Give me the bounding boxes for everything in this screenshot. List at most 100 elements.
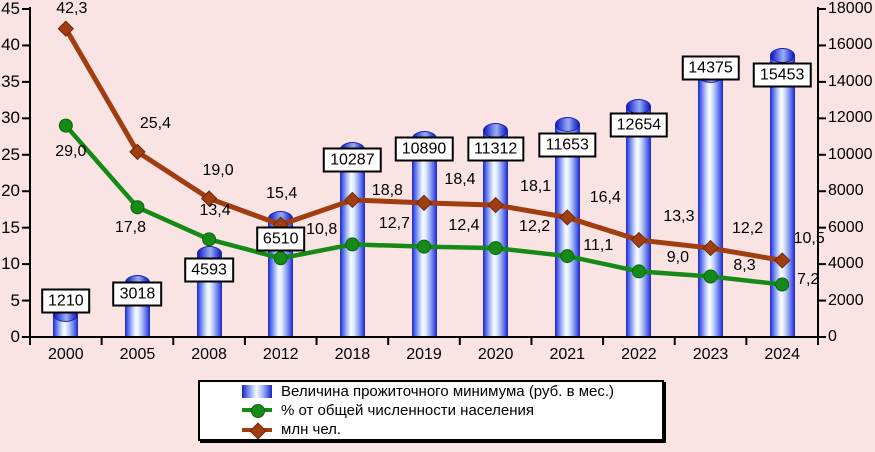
percent-point-label: 9,0 (666, 249, 690, 267)
legend-item-percent-series: % от общей численности населения (242, 401, 662, 419)
bar-value-label: 10287 (323, 147, 382, 173)
line-circle-marker-icon (242, 402, 272, 419)
line-diamond-marker-icon (242, 422, 272, 440)
bar-value-label: 15453 (752, 62, 812, 88)
right-axis-tick-label: 18000 (828, 0, 873, 17)
axes (22, 7, 826, 345)
legend-item-bar-series: Величина прожиточного минимума (руб. в м… (242, 382, 662, 400)
left-axis-tick-label: 40 (1, 35, 20, 55)
diamond-marker (57, 20, 75, 37)
diamond-marker (200, 190, 218, 207)
circle-marker (560, 249, 575, 264)
x-axis-category-label: 2018 (334, 346, 371, 363)
percent-point-label: 7,2 (797, 270, 820, 288)
percent-point-label: 13,4 (199, 202, 231, 220)
left-axis-tick-label: 10 (1, 254, 20, 274)
right-axis-tick-label: 4000 (828, 255, 864, 273)
percent-point-label: 8,3 (733, 256, 756, 274)
bar (698, 75, 724, 338)
bar-value-label: 14375 (681, 55, 740, 81)
right-axis-tick-label: 8000 (828, 182, 864, 200)
bar-value-label: 1210 (41, 288, 91, 314)
circle-marker (631, 264, 646, 279)
left-axis-tick-label: 5 (10, 290, 20, 310)
x-axis-category-label: 2000 (48, 346, 84, 363)
percent-point-label: 11,1 (583, 237, 614, 255)
x-axis-category-label: 2021 (549, 346, 586, 363)
left-axis-tick-label: 20 (1, 181, 20, 201)
circle-marker (703, 269, 718, 284)
circle-marker (58, 118, 73, 133)
diamond-marker (344, 191, 361, 209)
percent-point-label: 29,0 (55, 142, 87, 160)
bar-value-label: 11312 (466, 136, 525, 162)
bar-series-swatch-icon (242, 384, 272, 398)
circle-marker (130, 200, 145, 215)
million-point-label: 13,3 (663, 208, 695, 226)
million-point-label: 18,4 (444, 170, 476, 188)
bar (483, 130, 509, 338)
legend-item-million-series: млн чел. (242, 421, 662, 440)
million-point-label: 18,8 (371, 181, 403, 199)
diamond-marker (129, 143, 146, 161)
right-axis-tick-label: 14000 (828, 72, 873, 90)
x-axis-category-label: 2024 (764, 346, 800, 363)
bar (411, 138, 437, 338)
million-point-label: 15,4 (266, 184, 298, 202)
bar-cap (554, 117, 580, 133)
bar-value-label: 12654 (609, 112, 669, 138)
percent-point-label: 17,8 (114, 219, 147, 237)
left-axis-tick-label: 35 (1, 71, 20, 91)
x-axis-category-label: 2012 (262, 346, 299, 363)
left-axis-tick-label: 15 (1, 217, 20, 237)
left-axis-tick-label: 30 (1, 108, 20, 128)
percent-point-label: 12,2 (519, 218, 551, 236)
bar-value-label: 4593 (184, 257, 234, 283)
diamond-marker (415, 194, 433, 212)
legend-label-bar-series: Величина прожиточного минимума (руб. в м… (281, 382, 615, 400)
right-axis-tick-label: 12000 (828, 109, 873, 127)
million-line-series (57, 20, 791, 269)
legend-label-million-series: млн чел. (281, 421, 342, 439)
left-axis-tick-label: 25 (1, 144, 20, 164)
diamond-marker (487, 196, 504, 214)
million-point-label: 18,1 (520, 178, 552, 196)
diamond-marker (773, 252, 791, 269)
bar-value-label: 3018 (112, 281, 163, 307)
bar-cap (769, 47, 795, 63)
left-axis-tick-label: 45 (1, 0, 20, 18)
diamond-marker (559, 209, 576, 226)
circle-marker (345, 237, 360, 252)
million-point-label: 10,5 (793, 230, 825, 248)
million-point-label: 42,3 (56, 0, 88, 17)
bar-value-label: 10890 (394, 136, 454, 162)
bar-value-label: 6510 (255, 226, 306, 252)
percent-line-series (58, 118, 790, 292)
x-axis-category-label: 2019 (406, 346, 442, 363)
right-axis-tick-label: 0 (828, 328, 837, 345)
right-axis-tick-label: 2000 (828, 291, 864, 309)
x-axis-category-label: 2022 (621, 346, 657, 363)
million-point-label: 25,4 (139, 114, 172, 132)
x-axis-category-label: 2005 (119, 346, 156, 363)
percent-point-label: 12,7 (378, 215, 410, 233)
diamond-marker (702, 239, 719, 257)
x-axis-category-label: 2020 (477, 346, 514, 363)
percent-point-label: 12,4 (448, 216, 480, 234)
million-point-label: 12,2 (731, 220, 764, 238)
x-axis-category-label: 2023 (692, 346, 729, 363)
left-axis-tick-label: 0 (10, 327, 20, 346)
circle-marker-icon (251, 404, 265, 419)
percent-point-label: 10,8 (306, 221, 338, 239)
million-point-label: 16,4 (589, 189, 621, 207)
bar-value-label: 11653 (538, 132, 596, 158)
diamond-marker (630, 231, 648, 249)
right-axis-tick-label: 6000 (828, 218, 864, 236)
right-axis-tick-label: 16000 (828, 36, 873, 54)
bar (554, 124, 580, 338)
x-axis-category-label: 2008 (191, 346, 227, 363)
legend-label-percent-series: % от общей численности населения (281, 401, 535, 419)
